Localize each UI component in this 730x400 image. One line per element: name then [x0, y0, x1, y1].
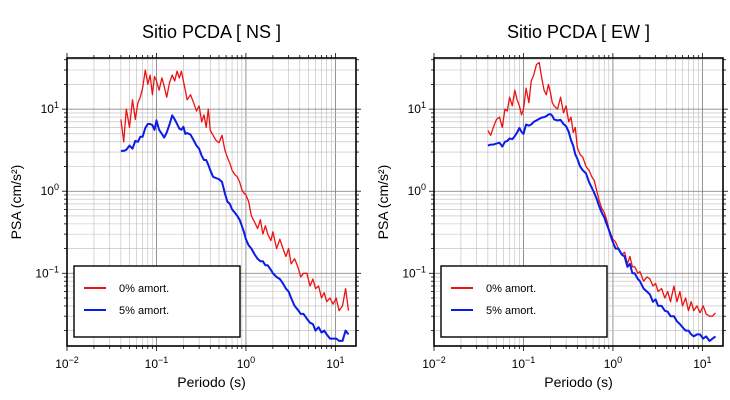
y-tick-label: 10−1 [402, 264, 426, 280]
x-tick-label: 101 [326, 355, 344, 371]
chart-title: Sitio PCDA [ EW ] [507, 22, 650, 42]
y-tick-label: 100 [408, 182, 426, 198]
chart-panel-ew: 10−2 10−1 100 101 10−1 100 101 Sitio PCDA [ EW … [375, 22, 728, 390]
series-group [120, 69, 350, 342]
legend-box [440, 265, 608, 338]
legend-label: 5% amort. [486, 305, 536, 317]
x-tick-label: 10−1 [145, 355, 169, 371]
legend-label: 0% amort. [119, 283, 169, 295]
plot-frame [66, 57, 357, 347]
y-tick-label: 10−1 [35, 264, 59, 280]
y-axis-label: PSA (cm/s²) [8, 165, 24, 240]
legend-box [73, 265, 241, 338]
y-tick-label: 101 [408, 100, 426, 116]
x-tick-label: 10−2 [55, 355, 79, 371]
plot-frame [433, 57, 724, 347]
y-tick-label: 101 [41, 100, 59, 116]
series-line-damping-0 [487, 61, 716, 317]
x-tick-label: 10−1 [512, 355, 536, 371]
x-tick-label: 100 [237, 355, 255, 371]
legend-label: 0% amort. [486, 283, 536, 295]
series-group [487, 61, 717, 342]
series-line-damping-5 [487, 113, 717, 342]
series-line-damping-5 [120, 114, 350, 342]
chart-panel-ns: 10−2 10−1 100 101 10−1 100 101 Sitio PCDA [ NS … [8, 22, 361, 390]
legend: 0% amort. 5% amort. [73, 265, 241, 338]
y-axis-label: PSA (cm/s²) [375, 165, 391, 240]
y-tick-label: 100 [41, 182, 59, 198]
legend: 0% amort. 5% amort. [440, 265, 608, 338]
x-axis-label: Periodo (s) [544, 374, 612, 390]
x-tick-label: 10−2 [422, 355, 446, 371]
chart-title: Sitio PCDA [ NS ] [142, 22, 281, 42]
legend-label: 5% amort. [119, 305, 169, 317]
series-line-damping-0 [120, 69, 350, 312]
x-tick-label: 101 [693, 355, 711, 371]
x-axis-label: Periodo (s) [177, 374, 245, 390]
x-tick-label: 100 [604, 355, 622, 371]
